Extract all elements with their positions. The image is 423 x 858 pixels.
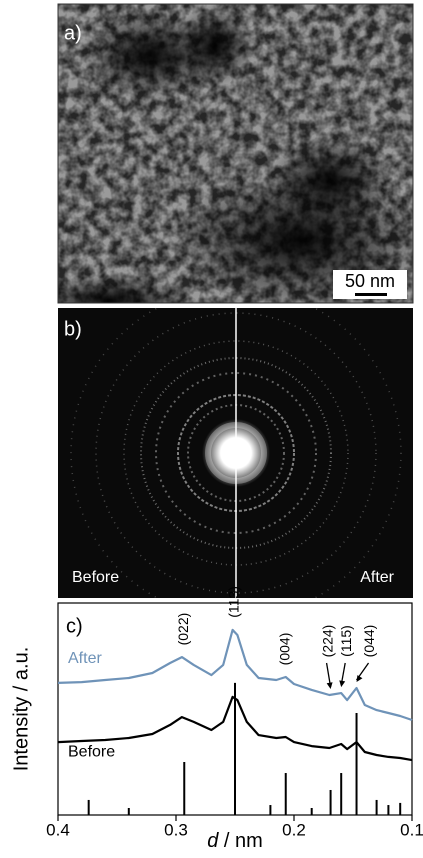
x-axis-label: d / nm: [207, 830, 263, 852]
x-tick-label: 0.3: [164, 820, 188, 839]
x-axis-symbol: d: [207, 830, 219, 852]
x-tick-label: 0.4: [46, 820, 70, 839]
panel-label: a): [64, 22, 82, 44]
page: a) 50 nm b) Before After c) Intensity / …: [0, 0, 423, 853]
side-label: After: [360, 569, 394, 586]
peak-label: (022): [175, 613, 191, 646]
x-axis-unit: / nm: [224, 830, 263, 852]
x-tick-label: 0.2: [282, 820, 306, 839]
peak-label: (004): [276, 633, 292, 666]
scale-bar-label: 50 nm: [345, 271, 395, 291]
legend-label: Before: [68, 743, 115, 760]
figure: a) 50 nm b) Before After c) Intensity / …: [0, 0, 423, 853]
panel-label: c): [66, 615, 83, 637]
side-label: Before: [72, 569, 119, 586]
peak-label: (044): [361, 625, 377, 658]
y-axis-label: Intensity / a.u.: [10, 647, 32, 772]
panel-label: b): [64, 318, 82, 340]
x-tick-label: 0.1: [400, 820, 423, 839]
peak-label: (224): [319, 625, 335, 658]
legend-label: After: [68, 650, 102, 667]
peak-label: (113): [226, 586, 242, 618]
annotation-arrowhead: [339, 680, 345, 687]
scale-bar: [355, 293, 387, 296]
peak-label: (115): [338, 625, 354, 657]
annotation-arrowhead: [327, 682, 333, 689]
